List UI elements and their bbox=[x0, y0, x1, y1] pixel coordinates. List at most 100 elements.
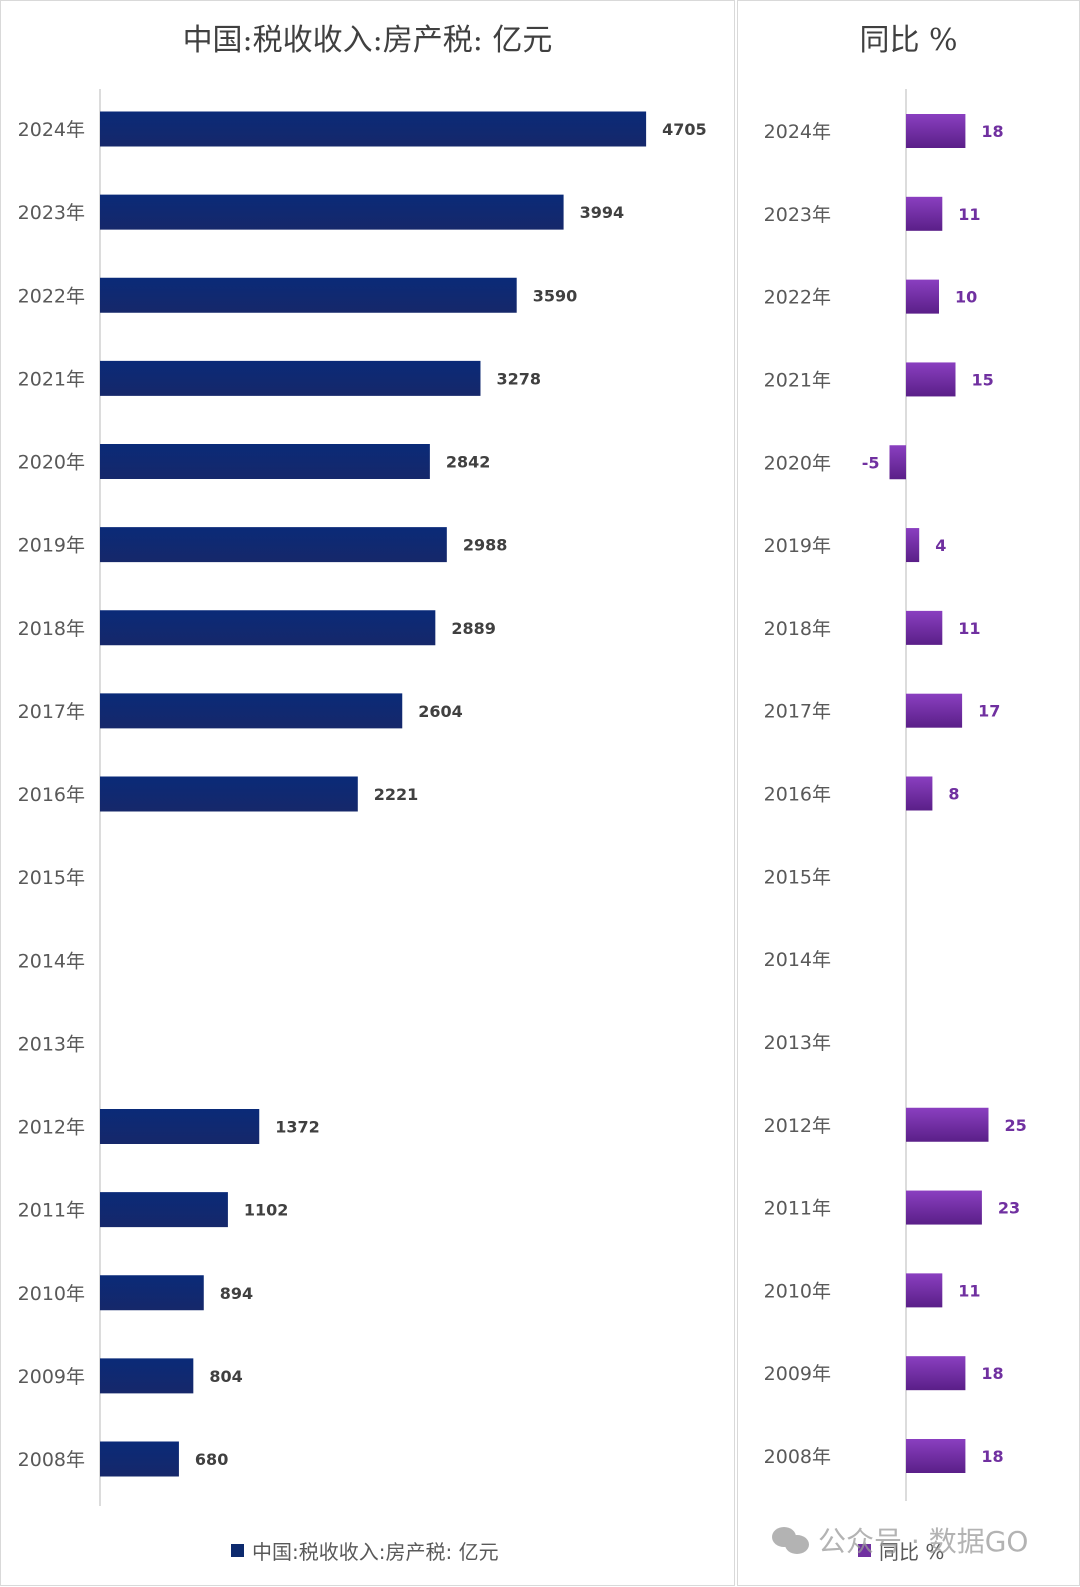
category-tick-label: 2010年 bbox=[18, 1283, 85, 1305]
bar bbox=[100, 1441, 179, 1477]
data-label: 17 bbox=[978, 702, 1000, 721]
bar bbox=[100, 111, 647, 147]
data-label: 680 bbox=[195, 1450, 228, 1469]
watermark-text: 公众号 · 数据GO bbox=[818, 1525, 1029, 1558]
bar bbox=[100, 194, 564, 230]
bar bbox=[100, 610, 436, 646]
data-label: 15 bbox=[972, 370, 994, 389]
bar bbox=[100, 693, 403, 729]
category-tick-label: 2012年 bbox=[18, 1117, 85, 1139]
bar bbox=[906, 776, 933, 811]
right-legend-swatch bbox=[858, 1544, 871, 1557]
left-legend-swatch bbox=[231, 1544, 244, 1557]
category-tick-label: 2020年 bbox=[18, 452, 85, 474]
data-label: 11 bbox=[958, 619, 980, 638]
bar bbox=[906, 1439, 966, 1473]
data-label: 18 bbox=[981, 1447, 1003, 1466]
bar bbox=[906, 362, 956, 397]
bar bbox=[100, 360, 481, 396]
category-tick-label: 2017年 bbox=[764, 701, 831, 723]
data-label: 18 bbox=[981, 122, 1003, 141]
data-label: -5 bbox=[862, 453, 880, 472]
bar bbox=[906, 610, 943, 645]
data-label: 2604 bbox=[418, 702, 463, 721]
right-legend: 同比 % bbox=[858, 1536, 944, 1565]
data-label: 8 bbox=[948, 785, 959, 804]
data-label: 23 bbox=[998, 1199, 1020, 1218]
bar bbox=[100, 444, 430, 479]
data-label: 4 bbox=[935, 536, 946, 555]
watermark: 公众号 · 数据GO bbox=[772, 1520, 1028, 1560]
bar bbox=[906, 1273, 943, 1308]
category-tick-label: 2008年 bbox=[18, 1449, 85, 1471]
category-tick-label: 2017年 bbox=[18, 701, 85, 723]
data-label: 10 bbox=[955, 288, 977, 307]
bar bbox=[100, 1109, 260, 1144]
category-tick-label: 2018年 bbox=[764, 618, 831, 640]
right-legend-label: 同比 % bbox=[879, 1540, 945, 1564]
wechat-icon bbox=[772, 1525, 810, 1555]
category-tick-label: 2024年 bbox=[764, 121, 831, 143]
category-tick-label: 2009年 bbox=[18, 1366, 85, 1388]
bar bbox=[906, 528, 920, 563]
category-tick-label: 2012年 bbox=[764, 1115, 831, 1137]
data-label: 25 bbox=[1005, 1116, 1027, 1135]
data-label: 2889 bbox=[451, 619, 496, 638]
category-tick-label: 2015年 bbox=[764, 866, 831, 888]
category-tick-label: 2014年 bbox=[764, 949, 831, 971]
data-label: 3994 bbox=[580, 203, 625, 222]
data-label: 3278 bbox=[496, 369, 541, 388]
data-label: 2988 bbox=[463, 536, 508, 555]
left-chart-panel: 中国:税收收入:房产税: 亿元 2024年 4705 2023年 3994 2022年 3… bbox=[0, 0, 735, 1586]
bar bbox=[906, 196, 943, 231]
bar bbox=[906, 693, 963, 728]
data-label: 11 bbox=[958, 1281, 980, 1300]
category-tick-label: 2018年 bbox=[18, 618, 85, 640]
category-tick-label: 2015年 bbox=[18, 867, 85, 889]
category-tick-label: 2021年 bbox=[18, 368, 85, 390]
category-tick-label: 2019年 bbox=[764, 535, 831, 557]
bar bbox=[100, 527, 447, 563]
category-tick-label: 2014年 bbox=[18, 950, 85, 972]
data-label: 2221 bbox=[374, 785, 419, 804]
category-tick-label: 2011年 bbox=[18, 1200, 85, 1222]
left-chart-title: 中国:税收收入:房产税: 亿元 bbox=[182, 23, 553, 58]
right-chart-title: 同比 % bbox=[859, 23, 958, 58]
data-label: 18 bbox=[981, 1364, 1003, 1383]
left-legend-label: 中国:税收收入:房产税: 亿元 bbox=[252, 1540, 499, 1564]
data-label: 11 bbox=[958, 205, 980, 224]
data-label: 1372 bbox=[275, 1118, 320, 1137]
category-tick-label: 2010年 bbox=[764, 1280, 831, 1302]
bar bbox=[906, 114, 966, 148]
category-tick-label: 2024年 bbox=[18, 119, 85, 141]
data-label: 894 bbox=[220, 1284, 253, 1303]
category-tick-label: 2008年 bbox=[764, 1446, 831, 1468]
bar bbox=[906, 1190, 982, 1225]
left-bar-chart: 2024年 4705 2023年 3994 2022年 3590 2021年 3278 2020… bbox=[18, 89, 707, 1506]
data-label: 1102 bbox=[244, 1201, 289, 1220]
category-tick-label: 2019年 bbox=[18, 535, 85, 557]
category-tick-label: 2009年 bbox=[764, 1363, 831, 1385]
category-tick-label: 2023年 bbox=[18, 202, 85, 224]
data-label: 804 bbox=[209, 1367, 242, 1386]
bar bbox=[100, 1358, 194, 1394]
left-legend: 中国:税收收入:房产税: 亿元 bbox=[231, 1536, 499, 1565]
right-chart-panel: 同比 % 2024年 18 2023年 11 2022年 10 2021年 15 2020年 -5… bbox=[737, 0, 1080, 1586]
bar bbox=[100, 1192, 228, 1228]
data-label: 4705 bbox=[662, 120, 707, 139]
data-label: 3590 bbox=[533, 286, 578, 305]
category-tick-label: 2021年 bbox=[764, 369, 831, 391]
bar bbox=[100, 1275, 204, 1311]
category-tick-label: 2020年 bbox=[764, 452, 831, 474]
bar bbox=[906, 1107, 989, 1142]
category-tick-label: 2022年 bbox=[18, 285, 85, 307]
category-tick-label: 2022年 bbox=[764, 287, 831, 309]
bar bbox=[100, 277, 517, 313]
category-tick-label: 2013年 bbox=[18, 1033, 85, 1055]
right-bar-chart: 2024年 18 2023年 11 2022年 10 2021年 15 2020年 -5 2019年… bbox=[764, 89, 1027, 1501]
category-tick-label: 2011年 bbox=[764, 1198, 831, 1220]
bar bbox=[906, 279, 939, 314]
category-tick-label: 2016年 bbox=[18, 784, 85, 806]
bar bbox=[889, 445, 906, 480]
category-tick-label: 2013年 bbox=[764, 1032, 831, 1054]
